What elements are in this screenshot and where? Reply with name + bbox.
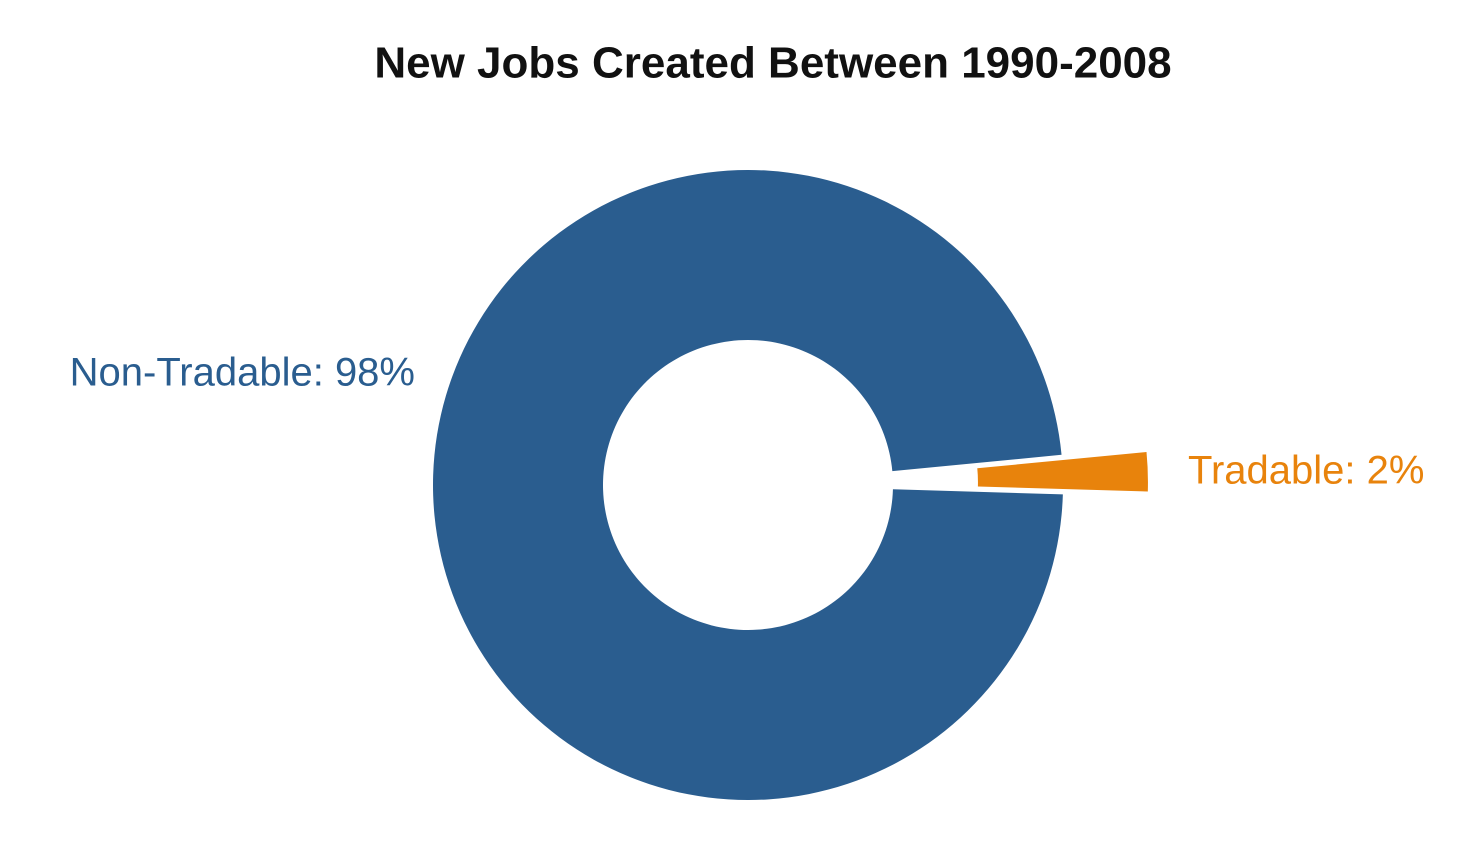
- slice-label: Non-Tradable: 98%: [70, 351, 415, 395]
- donut-slice: [433, 169, 1063, 800]
- donut-slice: [977, 451, 1148, 492]
- chart-title: New Jobs Created Between 1990-2008: [374, 39, 1171, 88]
- slice-label: Tradable: 2%: [1188, 449, 1424, 493]
